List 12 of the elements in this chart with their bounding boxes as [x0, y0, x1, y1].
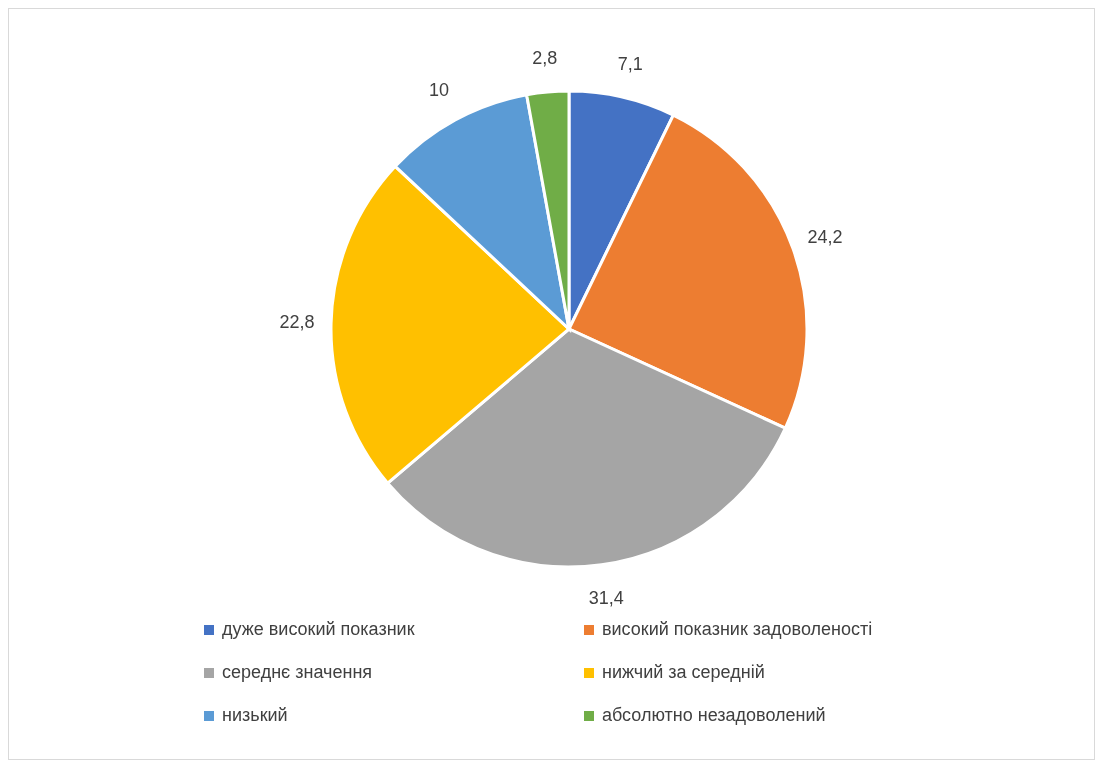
- data-label: 7,1: [617, 53, 643, 74]
- legend-label: абсолютно незадоволений: [602, 705, 826, 726]
- legend-label: дуже високий показник: [222, 619, 415, 640]
- legend-label: високий показник задоволеності: [602, 619, 873, 640]
- data-label: 31,4: [588, 588, 624, 609]
- legend-label: нижчий за середній: [602, 662, 765, 683]
- legend-label: низький: [222, 705, 288, 726]
- data-label: 22,8: [279, 312, 315, 333]
- legend-label: середнє значення: [222, 662, 373, 683]
- data-label: 2,8: [532, 48, 558, 69]
- data-label: 24,2: [807, 227, 843, 248]
- data-label: 10: [428, 80, 449, 101]
